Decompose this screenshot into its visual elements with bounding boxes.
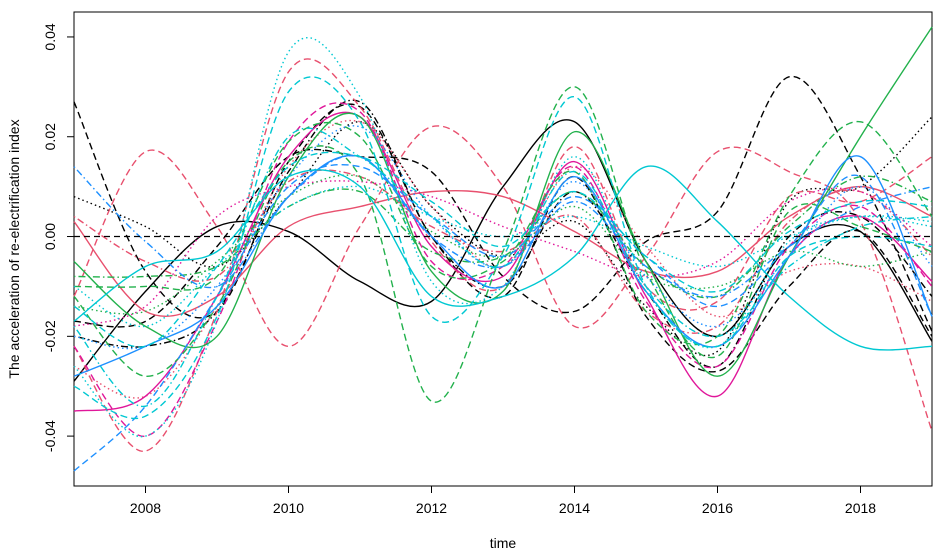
series-line-8 bbox=[73, 58, 933, 452]
series-line-20 bbox=[73, 163, 933, 472]
x-tick-label-2012: 2012 bbox=[416, 500, 447, 516]
series-line-15 bbox=[73, 86, 933, 403]
series-line-7 bbox=[73, 125, 933, 432]
series-line-3 bbox=[73, 76, 933, 332]
x-axis-title: time bbox=[490, 535, 517, 551]
y-tick-label-0.00: 0.00 bbox=[42, 223, 58, 250]
series-line-13 bbox=[73, 180, 933, 328]
x-tick-label-2018: 2018 bbox=[845, 500, 876, 516]
x-tick-label-2010: 2010 bbox=[273, 500, 304, 516]
y-tick-label-0.04: 0.04 bbox=[42, 23, 58, 50]
x-axis: 2008 2010 2012 2014 2016 2018 bbox=[130, 486, 876, 516]
series-line-6 bbox=[73, 185, 933, 318]
series-line-23 bbox=[73, 165, 933, 351]
series-layer bbox=[73, 26, 933, 472]
x-tick-label-2014: 2014 bbox=[559, 500, 590, 516]
y-axis: -0.04 -0.02 0.00 0.02 0.04 bbox=[42, 23, 74, 452]
series-line-9 bbox=[73, 119, 933, 399]
y-tick-label--0.04: -0.04 bbox=[42, 420, 58, 452]
series-line-21 bbox=[73, 154, 933, 298]
series-line-16 bbox=[73, 121, 933, 346]
y-tick-label-0.02: 0.02 bbox=[42, 123, 58, 150]
y-tick-label--0.02: -0.02 bbox=[42, 320, 58, 352]
series-line-12 bbox=[73, 102, 933, 437]
x-tick-label-2016: 2016 bbox=[702, 500, 733, 516]
series-line-25 bbox=[73, 76, 933, 419]
x-tick-label-2008: 2008 bbox=[130, 500, 161, 516]
series-line-18 bbox=[73, 175, 933, 299]
series-line-27 bbox=[73, 151, 933, 348]
plot-frame bbox=[73, 11, 933, 487]
y-axis-title: The acceleration of re-electrification i… bbox=[6, 119, 22, 378]
